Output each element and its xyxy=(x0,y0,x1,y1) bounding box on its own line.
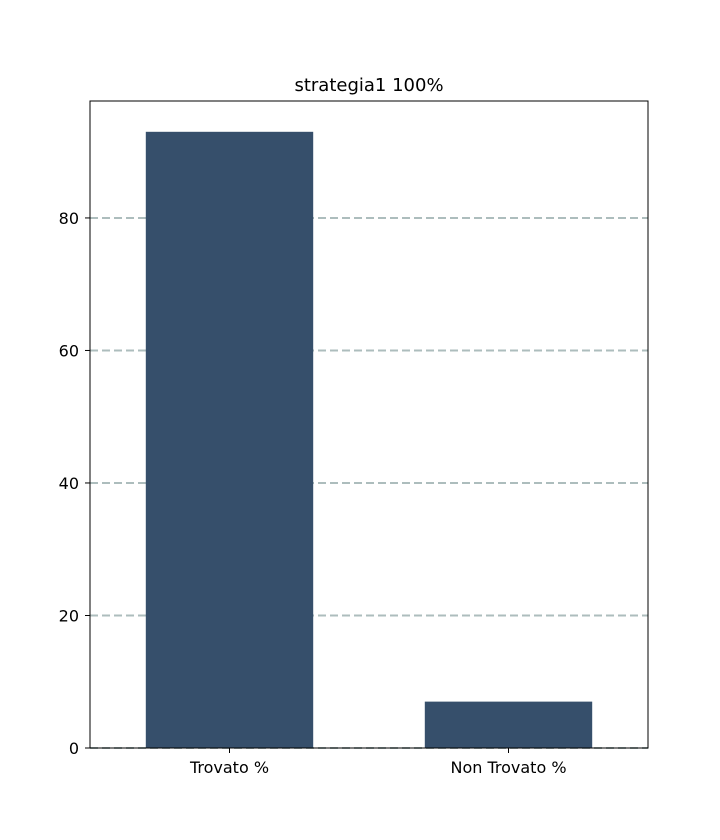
bar-non-trovato xyxy=(424,701,593,748)
x-tick-label-0: Trovato % xyxy=(189,758,269,777)
bars xyxy=(145,131,593,749)
plot-frame xyxy=(89,100,649,749)
y-tick-label-0: 0 xyxy=(69,739,79,758)
bar-trovato xyxy=(145,131,314,749)
y-tick-label-80: 80 xyxy=(59,209,79,228)
y-tick-label-60: 60 xyxy=(59,341,79,360)
y-tick-label-40: 40 xyxy=(59,474,79,493)
x-axis-ticks: Trovato % Non Trovato % xyxy=(189,748,567,777)
y-axis-ticks: 0 20 40 60 80 xyxy=(59,209,90,758)
chart-title: strategia1 100% xyxy=(294,75,443,96)
y-tick-label-20: 20 xyxy=(59,606,79,625)
x-tick-label-1: Non Trovato % xyxy=(450,758,566,777)
